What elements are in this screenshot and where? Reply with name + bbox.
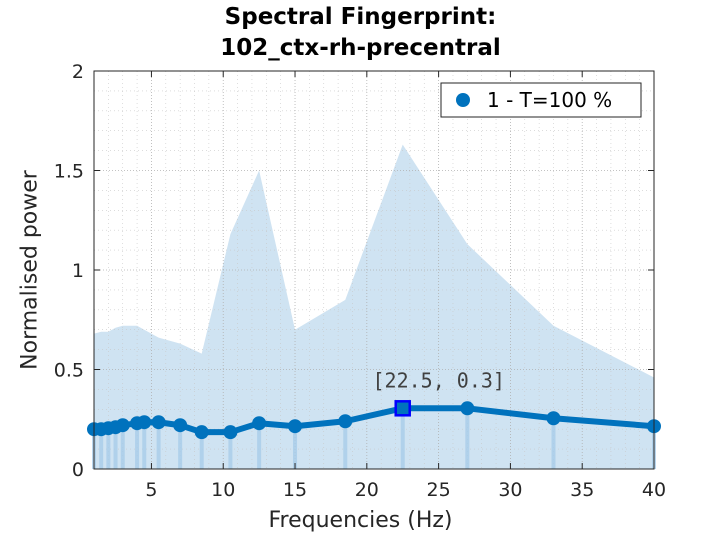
y-tick-label: 0 — [72, 459, 84, 481]
grid-layer — [93, 70, 655, 470]
data-stem — [106, 428, 111, 469]
data-stem — [293, 426, 298, 469]
data-point[interactable] — [173, 418, 188, 433]
series-line-layer — [87, 401, 661, 440]
x-tick-label: 20 — [355, 479, 379, 501]
data-stem — [135, 423, 140, 469]
data-point[interactable] — [338, 414, 353, 429]
data-point[interactable] — [223, 425, 238, 440]
y-axis-label: Normalised power — [17, 170, 43, 370]
data-stem — [99, 429, 104, 469]
data-stem — [400, 408, 405, 469]
y-tick-label: 1.5 — [54, 161, 84, 183]
data-point[interactable] — [546, 411, 561, 426]
datatip-marker[interactable] — [394, 400, 411, 417]
data-point[interactable] — [288, 419, 303, 434]
data-stem — [551, 418, 556, 469]
y-tick-label: 1 — [72, 260, 84, 282]
data-stem — [343, 421, 348, 469]
datatip-layer[interactable]: [22.5, 0.3] — [372, 368, 505, 417]
data-point[interactable] — [151, 415, 166, 430]
legend[interactable]: 1 - T=100 % — [440, 82, 642, 118]
data-point[interactable] — [115, 418, 130, 433]
x-tick-label: 15 — [283, 479, 307, 501]
x-tick-label: 40 — [642, 479, 666, 501]
legend-box — [440, 82, 642, 118]
data-stem — [199, 432, 204, 469]
data-stem — [113, 427, 118, 469]
chart-title-line-2: 102_ctx-rh-precentral — [220, 35, 501, 61]
tick-labels-layer: 5 10 15 20 25 30 35 40 0 0.5 1 1.5 2 — [54, 61, 666, 501]
x-axis-label: Frequencies (Hz) — [268, 508, 453, 533]
data-point[interactable] — [460, 401, 475, 416]
data-stem — [178, 425, 183, 469]
legend-marker-icon — [456, 93, 470, 107]
chart-title-line-1: Spectral Fingerprint: — [224, 4, 497, 30]
data-stem — [120, 425, 125, 469]
data-point[interactable] — [252, 416, 267, 431]
data-stem — [465, 408, 470, 469]
data-stem — [156, 422, 161, 469]
x-tick-label: 35 — [570, 479, 594, 501]
legend-label: 1 - T=100 % — [487, 88, 612, 112]
x-tick-label: 10 — [211, 479, 235, 501]
x-tick-label: 5 — [145, 479, 157, 501]
data-point[interactable] — [194, 425, 209, 440]
x-tick-label: 25 — [427, 479, 451, 501]
data-point[interactable] — [137, 415, 152, 430]
y-tick-label: 2 — [72, 61, 84, 83]
power-band — [94, 144, 654, 469]
datatip-label: [22.5, 0.3] — [372, 368, 504, 392]
data-stem — [257, 423, 262, 469]
data-stem — [142, 422, 147, 469]
data-stem — [228, 432, 233, 469]
x-tick-label: 30 — [498, 479, 522, 501]
y-tick-label: 0.5 — [54, 360, 84, 382]
axes-layer — [93, 70, 655, 470]
